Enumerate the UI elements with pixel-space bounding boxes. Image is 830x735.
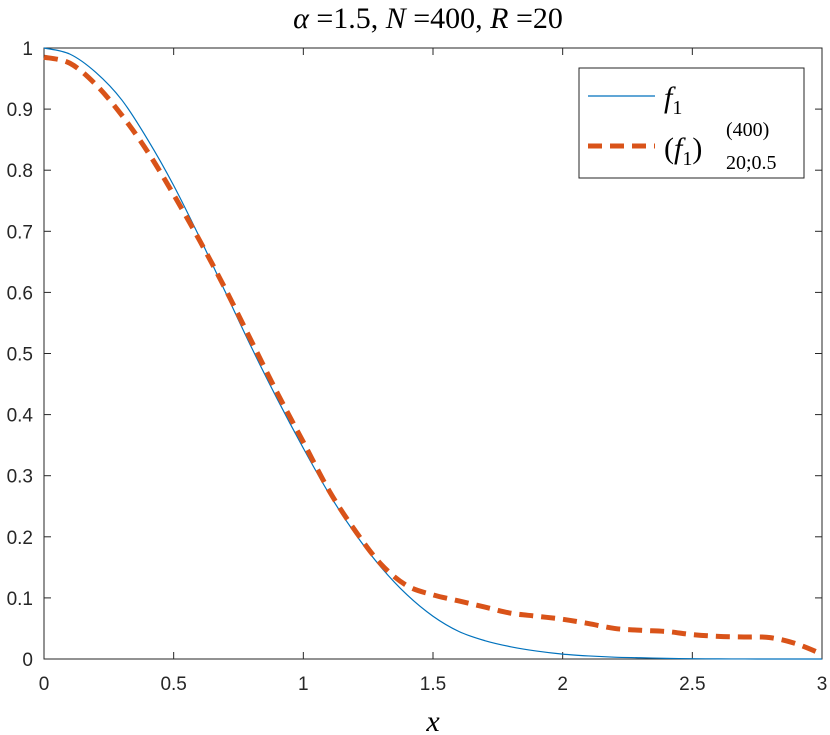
x-tick-label: 0 <box>39 674 50 695</box>
x-tick-label: 3 <box>817 674 828 695</box>
legend-approx-sub: 1 <box>682 148 692 170</box>
legend: f1 (f1) (400) 20;0.5 <box>578 67 805 179</box>
title-n: N <box>385 2 408 35</box>
title-n-value: =400, <box>406 2 490 35</box>
series-layer <box>43 47 823 660</box>
y-tick-label: 0.8 <box>7 161 33 182</box>
y-axis-ticks: 0 0.1 0.2 0.3 0.4 0.5 0.6 0.7 0.8 0.9 1 <box>7 39 822 671</box>
x-tick-label: 2.5 <box>679 674 705 695</box>
y-tick-label: 0.2 <box>7 528 33 549</box>
x-tick-label: 1.5 <box>420 674 446 695</box>
y-tick-label: 0.3 <box>7 467 33 488</box>
title-r: R <box>489 2 508 35</box>
legend-approx-close: ) <box>692 132 702 165</box>
x-axis-label: x <box>425 705 440 735</box>
y-tick-label: 0.7 <box>7 222 33 243</box>
y-tick-label: 0 <box>22 650 33 671</box>
legend-approx-superscript: (400) <box>726 119 769 141</box>
title-alpha: α <box>293 2 310 35</box>
y-tick-label: 0.6 <box>7 283 33 304</box>
legend-approx-open: ( <box>664 132 674 165</box>
y-tick-label: 0.5 <box>7 345 33 366</box>
y-tick-label: 1 <box>22 39 33 60</box>
series-line-f1 <box>43 47 822 660</box>
y-tick-label: 0.4 <box>7 406 34 427</box>
legend-f1-sub: 1 <box>672 97 682 119</box>
legend-box <box>578 67 805 179</box>
legend-approx-subscript: 20;0.5 <box>726 152 777 174</box>
x-tick-label: 1 <box>298 674 309 695</box>
y-tick-label: 0.9 <box>7 100 33 121</box>
chart-title: α =1.5, N =400, R =20 <box>293 2 563 35</box>
y-tick-label: 0.1 <box>7 589 33 610</box>
x-tick-label: 2 <box>557 674 568 695</box>
title-r-value: =20 <box>509 2 563 35</box>
x-tick-label: 0.5 <box>160 674 186 695</box>
x-axis-ticks: 0 0.5 1 1.5 2 2.5 3 <box>39 48 828 695</box>
title-alpha-value: =1.5, <box>309 2 386 35</box>
